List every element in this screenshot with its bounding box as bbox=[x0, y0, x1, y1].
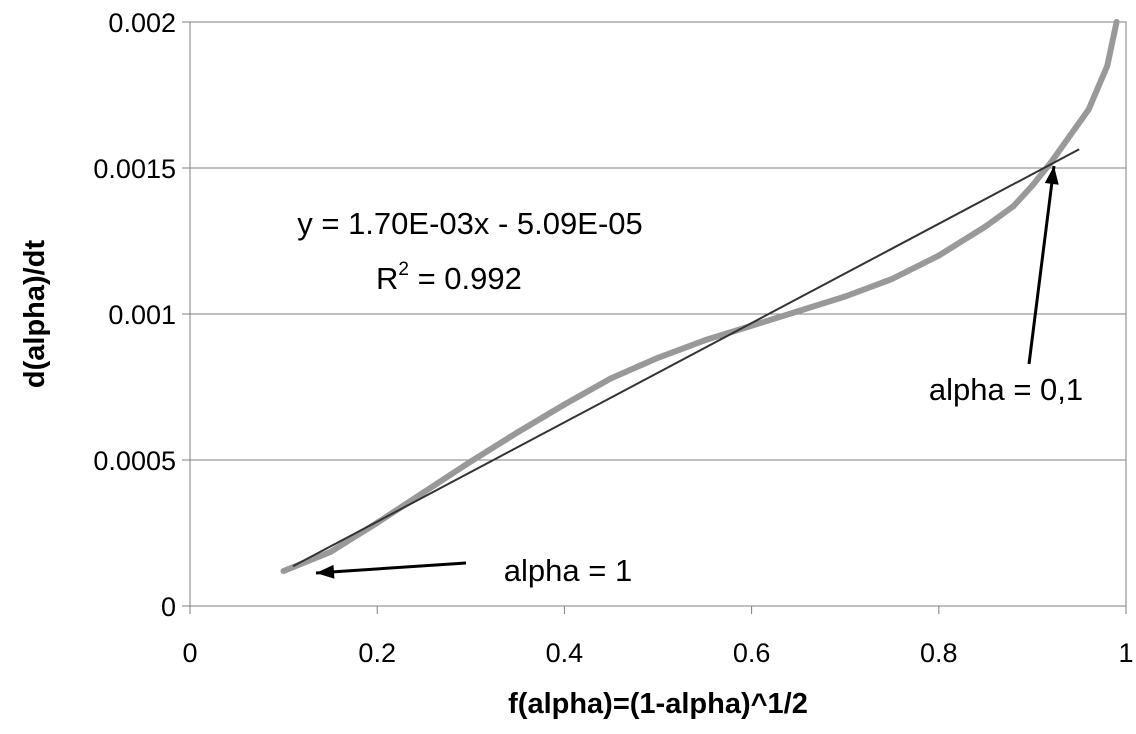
x-tick-label: 0.4 bbox=[546, 638, 584, 668]
y-tick-label: 0 bbox=[161, 592, 176, 622]
trendline bbox=[292, 148, 1080, 568]
plot-area-frame bbox=[189, 21, 1127, 607]
data-point bbox=[608, 375, 615, 382]
r-squared-label: R2 = 0.992 bbox=[376, 259, 522, 296]
data-point bbox=[701, 337, 708, 344]
data-point bbox=[655, 354, 661, 361]
r-squared-letter: R bbox=[376, 261, 398, 296]
annotation-arrows bbox=[315, 165, 1059, 579]
x-axis-title: f(alpha)=(1-alpha)^1/2 bbox=[508, 688, 808, 720]
data-point bbox=[467, 458, 474, 465]
arrow-shaft bbox=[315, 561, 467, 575]
data-point bbox=[1085, 106, 1092, 113]
r-squared-superscript: 2 bbox=[398, 259, 409, 280]
alpha-low-label: alpha = 1 bbox=[504, 553, 632, 588]
data-point bbox=[889, 275, 895, 282]
series-group bbox=[280, 19, 1120, 574]
y-axis-title: d(alpha)/dt bbox=[19, 240, 51, 389]
data-point bbox=[421, 489, 427, 496]
x-tick-label: 0.8 bbox=[920, 638, 958, 668]
y-tick-label: 0.001 bbox=[108, 300, 176, 330]
data-point bbox=[935, 252, 942, 259]
x-tick-label: 0.2 bbox=[358, 638, 396, 668]
y-tick-labels: 0 0.0005 0.001 0.0015 0.002 bbox=[93, 8, 176, 622]
trendline-equation: y = 1.70E-03x - 5.09E-05 bbox=[297, 206, 643, 241]
data-point bbox=[514, 429, 521, 436]
data-point bbox=[1010, 202, 1017, 209]
data-point bbox=[561, 401, 568, 408]
x-tick-labels: 0 0.2 0.4 0.6 0.8 1 bbox=[182, 606, 1134, 668]
data-point bbox=[982, 223, 989, 230]
y-tick-label: 0.0015 bbox=[93, 154, 176, 184]
data-point bbox=[1104, 62, 1111, 69]
y-tick-label: 0.0005 bbox=[93, 446, 176, 476]
gridlines bbox=[182, 21, 1126, 607]
y-tick-label: 0.002 bbox=[108, 8, 176, 38]
r-squared-value: = 0.992 bbox=[409, 261, 522, 296]
x-tick-label: 0.6 bbox=[733, 638, 771, 668]
data-point bbox=[327, 548, 334, 555]
x-tick-label: 1 bbox=[1118, 638, 1133, 668]
data-point bbox=[1029, 182, 1036, 189]
alpha-high-label: alpha = 0,1 bbox=[929, 372, 1083, 407]
data-point bbox=[280, 567, 287, 574]
data-series-curve bbox=[280, 19, 1120, 574]
x-tick-label: 0 bbox=[182, 638, 197, 668]
data-point bbox=[842, 293, 849, 300]
arrow-shaft bbox=[1027, 165, 1056, 365]
data-point bbox=[795, 308, 802, 315]
arrow-alpha-low bbox=[315, 561, 467, 579]
arrow-head bbox=[1044, 166, 1059, 185]
arrow-alpha-high bbox=[1027, 165, 1059, 365]
arrow-head bbox=[316, 564, 335, 579]
data-point bbox=[1113, 19, 1120, 25]
data-point bbox=[1066, 132, 1073, 139]
